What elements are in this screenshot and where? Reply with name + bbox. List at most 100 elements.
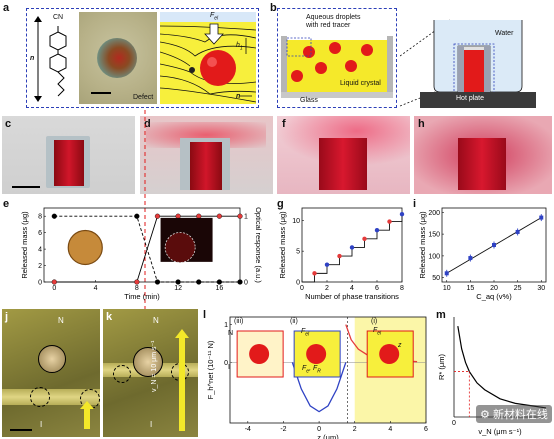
e-ytick-label: 0 bbox=[38, 280, 42, 287]
water-label: Water bbox=[495, 30, 514, 37]
g-step-point bbox=[312, 271, 317, 276]
l-inset-droplet bbox=[306, 344, 327, 364]
panel-j-letter: j bbox=[5, 311, 9, 323]
l-N-label: N bbox=[228, 330, 234, 337]
e-xtick-label: 4 bbox=[94, 285, 98, 292]
g-step-point bbox=[324, 262, 330, 267]
e-xtick-label: 12 bbox=[174, 285, 182, 292]
cell-schematic bbox=[281, 36, 393, 98]
panel-b-letter: b bbox=[270, 2, 277, 14]
panel-m-letter: m bbox=[436, 309, 446, 321]
e-point bbox=[134, 279, 140, 285]
e-ytick-label: 6 bbox=[38, 230, 42, 237]
e-point bbox=[154, 213, 161, 219]
e-point bbox=[134, 213, 140, 219]
i-xlabel: C_aq (v%) bbox=[476, 292, 512, 301]
e-axes-frame bbox=[43, 207, 241, 283]
l-fel-i-text: F bbox=[373, 327, 378, 334]
g-step-point bbox=[337, 253, 342, 259]
g-ylabel: Released mass (μg) bbox=[278, 211, 287, 279]
l-fel-ii: Fel bbox=[301, 328, 309, 337]
g-xtick-label: 2 bbox=[325, 285, 329, 292]
i-ytick-label: 150 bbox=[428, 232, 440, 239]
force-label-sub: el bbox=[214, 15, 219, 22]
k-velocity-label: v_N = 10 μm s⁻¹ bbox=[151, 340, 158, 393]
l-fe-fr: Fe, FR bbox=[302, 365, 321, 375]
panel-h-letter: h bbox=[418, 118, 425, 130]
i-point bbox=[468, 256, 473, 261]
panel-a-letter: a bbox=[3, 2, 10, 14]
liquid-crystal-label: Liquid crystal bbox=[340, 80, 381, 87]
i-point bbox=[515, 229, 520, 234]
i-xtick-label: 15 bbox=[466, 285, 474, 292]
defect-label: Defect bbox=[133, 94, 154, 101]
g-step-point bbox=[387, 219, 392, 224]
i-xtick-label: 20 bbox=[490, 285, 498, 292]
l-inset-droplet bbox=[249, 344, 270, 364]
e-point bbox=[216, 213, 222, 219]
panel-i-letter: i bbox=[413, 198, 417, 210]
photo-d bbox=[140, 116, 273, 194]
n-director-label: n bbox=[236, 93, 241, 100]
g-step-point bbox=[362, 236, 367, 242]
i-ytick-label: 50 bbox=[432, 275, 440, 282]
l-ytick-label: 0 bbox=[224, 360, 228, 367]
e-xtick-label: 8 bbox=[135, 285, 139, 292]
i-ytick-label: 100 bbox=[428, 253, 440, 260]
l-fr-text: F bbox=[312, 365, 318, 372]
e-point bbox=[237, 213, 243, 219]
watermark-icon: ⚙ bbox=[480, 409, 490, 421]
droplets-label-2: with red tracer bbox=[306, 22, 351, 29]
photo-c bbox=[2, 116, 135, 194]
e-point bbox=[51, 279, 57, 285]
l-I-label: I bbox=[228, 364, 230, 371]
g-xtick-label: 0 bbox=[300, 285, 304, 292]
l-ytick-label: 1 bbox=[224, 322, 228, 329]
e-xtick-label: 0 bbox=[52, 285, 56, 292]
chart-l: -4 -2 0 2 4 6 0 1 z (μm) F_h^net (10⁻¹¹ N) bbox=[206, 316, 428, 439]
e-ytick-right-label: 1 bbox=[244, 214, 248, 221]
e-ytick-label: 8 bbox=[38, 214, 42, 221]
force-label-text: F bbox=[210, 12, 215, 19]
e-inset-red-droplet bbox=[164, 232, 196, 263]
l-fe-sub: e bbox=[306, 368, 310, 375]
panel-g-letter: g bbox=[277, 198, 284, 210]
l-fel-i-sub: el bbox=[377, 330, 382, 337]
panel-k-letter: k bbox=[106, 311, 113, 323]
time-marker-line bbox=[144, 110, 146, 310]
glass-label: Glass bbox=[300, 97, 318, 104]
l-axes-frame bbox=[229, 316, 427, 424]
m-xtick-label: 0 bbox=[452, 420, 456, 427]
i-ylabel: Released mass (μg) bbox=[418, 211, 427, 279]
g-xlabel: Number of phase transitions bbox=[305, 292, 399, 301]
e-ytick-label: 4 bbox=[38, 247, 42, 254]
panel-l-letter: l bbox=[203, 309, 207, 321]
g-step-point bbox=[374, 228, 380, 233]
i-point bbox=[444, 271, 449, 276]
l-z-label: z bbox=[398, 342, 402, 349]
l-fel-ii-text: F bbox=[301, 328, 306, 335]
l-ii-label: (ii) bbox=[290, 318, 298, 325]
e-point bbox=[237, 279, 243, 285]
g-xtick-label: 6 bbox=[375, 285, 379, 292]
g-ytick-label: 5 bbox=[296, 249, 300, 256]
e-ylabel: Released mass (μg) bbox=[20, 211, 29, 279]
j-I-label: I bbox=[40, 420, 43, 429]
m-ylabel: R* (μm) bbox=[437, 354, 446, 380]
e-ytick-label: 2 bbox=[38, 263, 42, 270]
e-point bbox=[175, 279, 181, 285]
molecule-structure bbox=[34, 16, 67, 102]
e-xtick-label: 16 bbox=[215, 285, 223, 292]
m-curve bbox=[457, 325, 547, 409]
l-ylabel: F_h^net (10⁻¹¹ N) bbox=[206, 340, 215, 399]
l-fel-ii-sub: el bbox=[305, 331, 310, 338]
l-iii-label: (iii) bbox=[234, 318, 244, 325]
e-xlabel: Time (min) bbox=[124, 292, 160, 301]
k-I-label: I bbox=[150, 420, 153, 429]
force-label: Fel bbox=[210, 12, 218, 21]
hotplate-label: Hot plate bbox=[456, 95, 485, 102]
l-xtick-label: 6 bbox=[424, 426, 428, 433]
l-fe-text: F bbox=[302, 365, 307, 372]
panel-d-letter: d bbox=[144, 118, 151, 130]
